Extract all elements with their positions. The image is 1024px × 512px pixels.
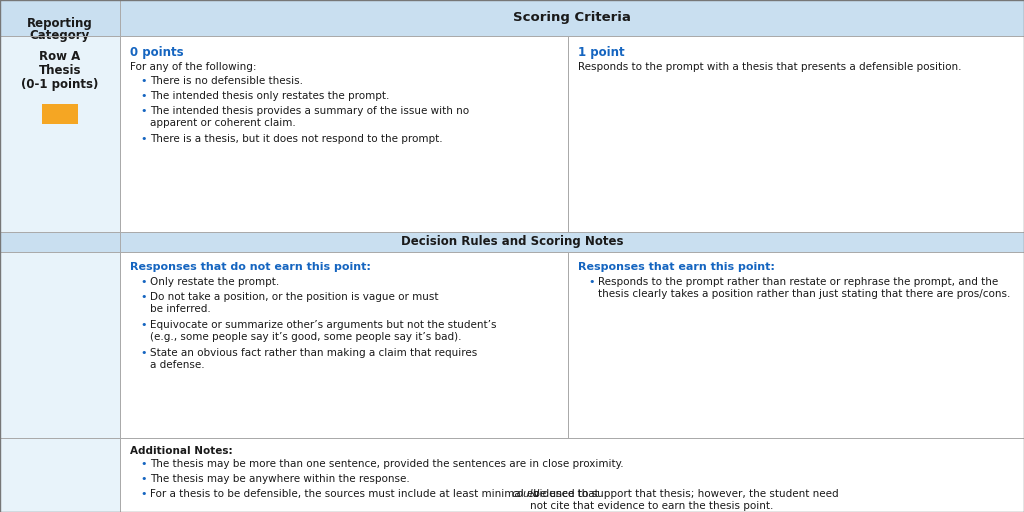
Text: For a thesis to be defensible, the sources must include at least minimal evidenc: For a thesis to be defensible, the sourc… (150, 489, 602, 499)
Bar (120, 252, 568, 438)
Bar (0, 232, 1024, 252)
Text: Additional Notes:: Additional Notes: (130, 446, 232, 456)
Text: For any of the following:: For any of the following: (130, 62, 256, 72)
Text: There is no defensible thesis.: There is no defensible thesis. (150, 76, 303, 86)
Text: Equivocate or summarize other’s arguments but not the student’s
(e.g., some peop: Equivocate or summarize other’s argument… (150, 320, 497, 342)
Text: 0 points: 0 points (130, 46, 183, 59)
Text: There is a thesis, but it does not respond to the prompt.: There is a thesis, but it does not respo… (150, 134, 442, 144)
Text: •: • (140, 489, 146, 499)
Text: Responds to the prompt rather than restate or rephrase the prompt, and the
thesi: Responds to the prompt rather than resta… (598, 277, 1011, 298)
Text: •: • (140, 320, 146, 330)
Text: •: • (140, 459, 146, 469)
Text: •: • (140, 134, 146, 144)
Text: Do not take a position, or the position is vague or must
be inferred.: Do not take a position, or the position … (150, 292, 438, 313)
Bar (0, 0, 120, 36)
Text: State an obvious fact rather than making a claim that requires
a defense.: State an obvious fact rather than making… (150, 348, 477, 370)
Text: be used to support that thesis; however, the student need
not cite that evidence: be used to support that thesis; however,… (530, 489, 839, 510)
Bar (0, 252, 120, 438)
Text: The thesis may be more than one sentence, provided the sentences are in close pr: The thesis may be more than one sentence… (150, 459, 624, 469)
Bar (568, 252, 1024, 438)
Text: Responses that earn this point:: Responses that earn this point: (578, 262, 775, 272)
Bar (0, 36, 120, 232)
Bar (120, 36, 568, 232)
Text: Row A: Row A (39, 50, 81, 63)
Text: Decision Rules and Scoring Notes: Decision Rules and Scoring Notes (400, 236, 624, 248)
Text: •: • (140, 474, 146, 484)
Text: (0-1 points): (0-1 points) (22, 78, 98, 91)
Text: •: • (140, 348, 146, 358)
Text: Responds to the prompt with a thesis that presents a defensible position.: Responds to the prompt with a thesis tha… (578, 62, 962, 72)
Bar (0, 438, 120, 512)
Text: Scoring Criteria: Scoring Criteria (513, 11, 631, 25)
Text: Category: Category (30, 29, 90, 41)
Text: •: • (140, 292, 146, 302)
Text: The thesis may be anywhere within the response.: The thesis may be anywhere within the re… (150, 474, 410, 484)
Text: •: • (588, 277, 595, 287)
Bar (42, 104, 78, 124)
Text: 4.B: 4.B (50, 109, 71, 119)
Text: Thesis: Thesis (39, 64, 81, 77)
Bar (120, 438, 1024, 512)
Text: Only restate the prompt.: Only restate the prompt. (150, 277, 280, 287)
Text: Reporting: Reporting (27, 17, 93, 31)
Text: Responses that do not earn this point:: Responses that do not earn this point: (130, 262, 371, 272)
Text: •: • (140, 76, 146, 86)
Text: •: • (140, 91, 146, 101)
Bar (120, 0, 1024, 36)
Text: 1 point: 1 point (578, 46, 625, 59)
Text: •: • (140, 277, 146, 287)
Text: The intended thesis only restates the prompt.: The intended thesis only restates the pr… (150, 91, 389, 101)
Text: •: • (140, 106, 146, 116)
Bar (568, 36, 1024, 232)
Text: could: could (511, 489, 540, 499)
Text: The intended thesis provides a summary of the issue with no
apparent or coherent: The intended thesis provides a summary o… (150, 106, 469, 127)
